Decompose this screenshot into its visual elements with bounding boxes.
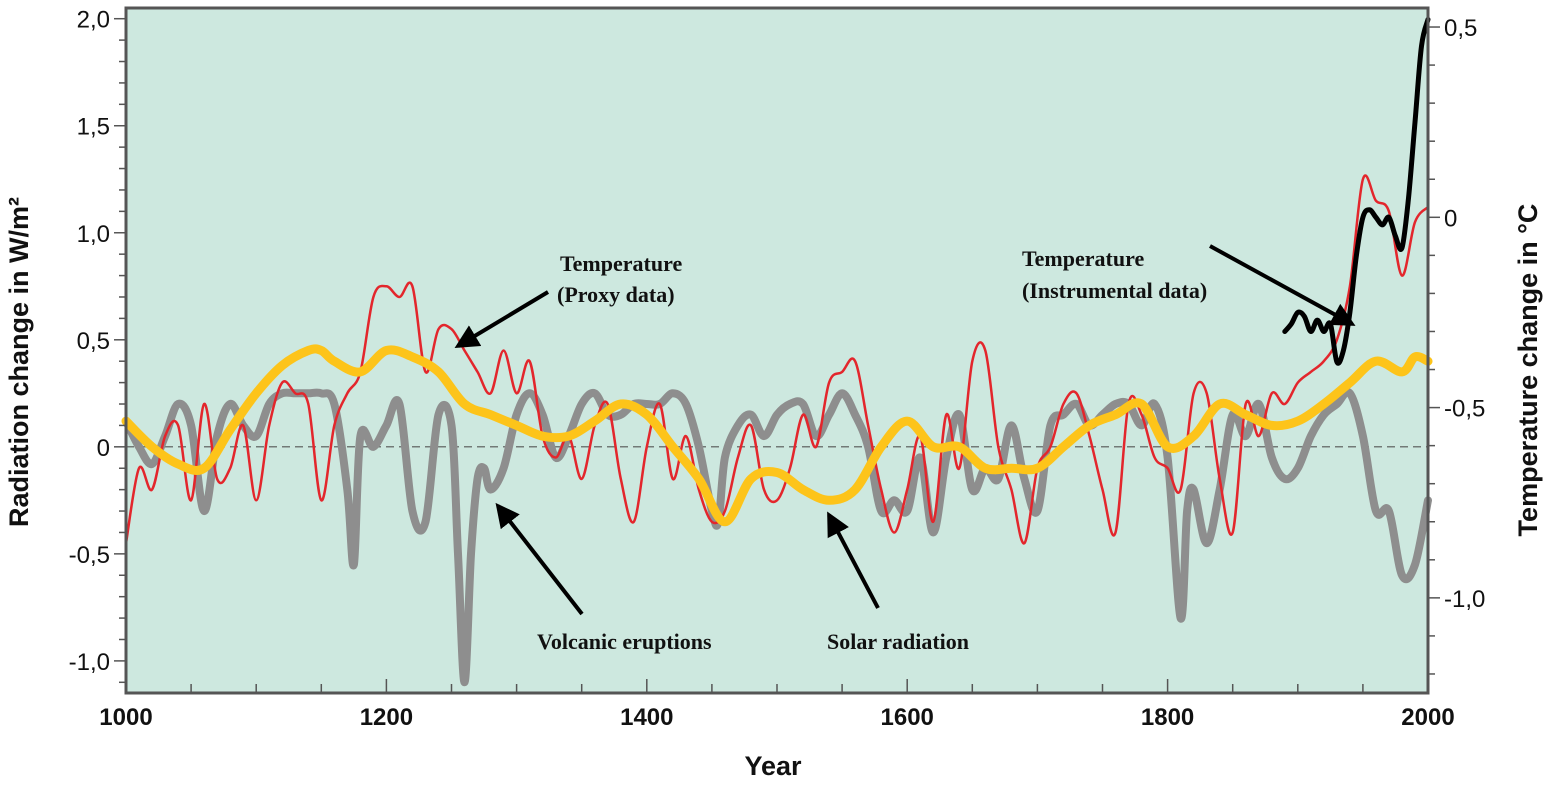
left-axis-title: Radiation change in W/m² xyxy=(4,197,34,527)
left-tick-label: -1,0 xyxy=(69,649,110,676)
right-tick-label: -0,5 xyxy=(1444,396,1485,423)
annotation-solar-arrow xyxy=(827,511,880,609)
x-tick-label: 2000 xyxy=(1401,704,1454,731)
x-tick-label: 1200 xyxy=(360,704,413,731)
right-tick-label: -1,0 xyxy=(1444,586,1485,613)
annotation-instrumental-temperature-arrow xyxy=(1209,244,1356,326)
series-line-volcanic xyxy=(122,388,1432,687)
annotation-volcanic-arrow xyxy=(495,502,584,616)
left-tick-label: 1,5 xyxy=(77,114,110,141)
annotation-proxy-temperature-label: Temperature xyxy=(560,251,682,276)
x-axis-title: Year xyxy=(744,751,802,781)
left-tick-label: 0 xyxy=(97,435,110,462)
x-tick-label: 1400 xyxy=(620,704,673,731)
left-tick-label: 0,5 xyxy=(77,328,110,355)
series-line-solar xyxy=(121,344,1433,527)
x-tick-label: 1800 xyxy=(1141,704,1194,731)
annotation-instrumental-temperature-label: (Instrumental data) xyxy=(1022,278,1207,303)
annotation-solar-label: Solar radiation xyxy=(827,629,969,654)
left-tick-label: 1,0 xyxy=(77,221,110,248)
x-tick-label: 1000 xyxy=(99,704,152,731)
axis-layer: -1,0 -0,5 0 0,5 1,0 1,5 2,0 -1,0 -0,5 0 0,5 1000 120… xyxy=(69,7,1486,731)
left-tick-label: 2,0 xyxy=(77,7,110,34)
annotation-proxy-temperature-label: (Proxy data) xyxy=(557,282,675,307)
series-layer xyxy=(121,16,1433,687)
x-tick-label: 1600 xyxy=(881,704,934,731)
left-tick-label: -0,5 xyxy=(69,542,110,569)
annotation-proxy-temperature-arrow xyxy=(454,290,550,349)
right-axis-title: Temperature change in °C xyxy=(1513,204,1543,537)
plot-background xyxy=(126,8,1428,693)
annotation-layer: Temperature (Proxy data) Temperature (Instr… xyxy=(454,244,1356,654)
right-tick-label: 0 xyxy=(1444,205,1457,232)
series-line-instrumental-temperature xyxy=(1282,16,1431,366)
annotation-instrumental-temperature-label: Temperature xyxy=(1022,246,1144,271)
right-tick-label: 0,5 xyxy=(1444,15,1477,42)
annotation-volcanic-label: Volcanic eruptions xyxy=(537,629,712,654)
